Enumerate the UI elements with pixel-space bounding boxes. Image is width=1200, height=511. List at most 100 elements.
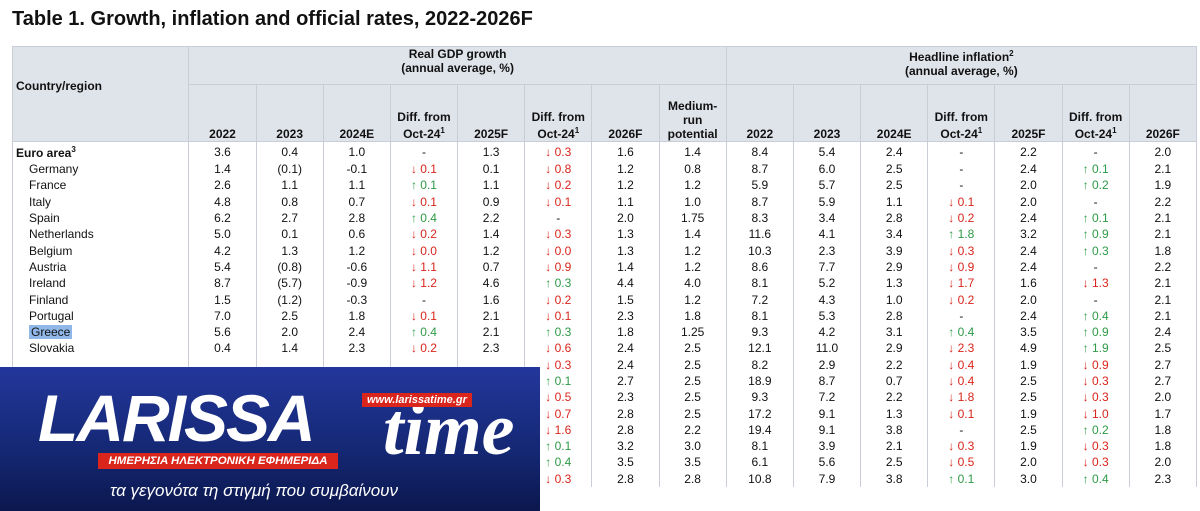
column-header: 2025F bbox=[457, 84, 526, 142]
value-text: 2.7 bbox=[1154, 374, 1172, 388]
value-text: 1.3 bbox=[617, 227, 634, 242]
value-text: ↓ 0.3 bbox=[1082, 439, 1109, 454]
value-text: 2.1 bbox=[1154, 308, 1172, 323]
value-text: 3.5 bbox=[684, 455, 701, 470]
value-cell: - bbox=[927, 161, 996, 178]
value-text: 1.8 bbox=[1154, 243, 1172, 258]
value-cell: 2.3 bbox=[591, 307, 660, 324]
value-cell: 2.8 bbox=[591, 405, 660, 422]
group-title: Real GDP growth bbox=[192, 48, 722, 62]
value-cell: 6.1 bbox=[725, 454, 794, 471]
value-cell: ↓ 0.3 bbox=[524, 141, 593, 161]
value-text: 4.8 bbox=[214, 194, 231, 209]
value-text: 1.2 bbox=[617, 178, 634, 193]
value-cell: 1.1 bbox=[860, 193, 929, 210]
value-cell: - bbox=[389, 141, 459, 161]
value-cell: 7.2 bbox=[725, 291, 794, 308]
value-cell: ↑ 0.1 bbox=[524, 372, 593, 390]
value-cell: 11.6 bbox=[725, 226, 794, 243]
value-cell: 1.6 bbox=[457, 291, 526, 308]
value-text: - bbox=[1093, 292, 1098, 307]
value-text: 1.2 bbox=[684, 292, 701, 307]
value-cell: 9.3 bbox=[725, 323, 794, 341]
value-cell: 2.8 bbox=[860, 209, 929, 227]
column-header: 2024E bbox=[860, 84, 929, 142]
value-text: 2.5 bbox=[684, 341, 701, 356]
logo-url: www.larissatime.gr bbox=[362, 393, 472, 407]
value-text: 1.7 bbox=[1154, 406, 1172, 421]
value-text: 3.2 bbox=[1020, 227, 1037, 242]
value-text: ↑ 0.3 bbox=[1082, 243, 1109, 258]
value-text: 2.5 bbox=[684, 357, 701, 372]
value-text: 0.1 bbox=[281, 227, 298, 242]
value-cell: 2.3 bbox=[322, 340, 391, 357]
table-row: Spain 6.2 2.7 2.8 ↑ 0.4 2.2 - 2.0 1.75 8.3 3.4 2.8 ↓… bbox=[11, 209, 1198, 227]
value-text: ↓ 0.0 bbox=[545, 243, 572, 258]
value-text: - bbox=[421, 144, 426, 159]
value-cell: 2.8 bbox=[322, 209, 391, 227]
value-text: 3.6 bbox=[214, 144, 231, 159]
column-header-text: 2025F bbox=[1011, 127, 1046, 141]
value-text: 17.2 bbox=[748, 406, 772, 421]
value-text: 2.1 bbox=[482, 308, 500, 323]
value-text: 1.9 bbox=[1154, 178, 1172, 193]
value-text: 2.8 bbox=[617, 422, 634, 437]
value-text: 2.4 bbox=[348, 325, 366, 340]
value-text: 2.4 bbox=[1020, 308, 1037, 323]
value-text: ↓ 0.2 bbox=[410, 341, 437, 356]
value-text: 1.4 bbox=[684, 227, 701, 242]
value-text: 3.4 bbox=[885, 227, 903, 242]
value-text: ↓ 1.3 bbox=[1082, 276, 1109, 291]
value-cell: 0.7 bbox=[457, 258, 526, 276]
value-cell: 1.8 bbox=[1128, 438, 1198, 455]
value-text: 1.4 bbox=[617, 259, 634, 274]
value-cell: 1.2 bbox=[457, 242, 526, 259]
value-text: 8.4 bbox=[751, 144, 769, 159]
value-cell: 8.3 bbox=[725, 209, 794, 227]
value-cell: 1.2 bbox=[591, 161, 660, 178]
value-text: 1.3 bbox=[281, 243, 298, 258]
value-cell: 1.3 bbox=[255, 242, 324, 259]
value-text: ↓ 0.2 bbox=[410, 227, 437, 242]
value-cell: 2.3 bbox=[1128, 470, 1198, 487]
value-cell: 2.5 bbox=[658, 405, 727, 422]
value-text: 2.1 bbox=[1154, 276, 1172, 291]
value-text: 0.4 bbox=[214, 341, 231, 356]
value-cell: ↓ 0.3 bbox=[1061, 454, 1130, 471]
value-text: 1.9 bbox=[1020, 357, 1037, 372]
value-cell: 1.1 bbox=[591, 193, 660, 210]
value-cell: 0.9 bbox=[457, 193, 526, 210]
value-cell: 1.4 bbox=[255, 340, 324, 357]
value-text: 0.6 bbox=[348, 227, 366, 242]
table-title: Table 1. Growth, inflation and official … bbox=[12, 8, 533, 30]
value-text: - bbox=[959, 178, 964, 193]
group-header: Real GDP growth (annual average, %) bbox=[188, 46, 727, 85]
value-cell: 4.2 bbox=[792, 323, 862, 341]
value-text: ↓ 0.1 bbox=[410, 308, 437, 323]
value-cell: - bbox=[927, 421, 996, 439]
value-cell: 1.2 bbox=[322, 242, 391, 259]
value-text: ↓ 0.2 bbox=[948, 211, 975, 226]
value-text: 2.4 bbox=[617, 357, 634, 372]
value-cell: 2.5 bbox=[994, 389, 1063, 406]
value-text: 2.3 bbox=[617, 390, 634, 405]
value-text: 2.9 bbox=[885, 259, 903, 274]
group-header: Headline inflation2 (annual average, %) bbox=[725, 46, 1198, 85]
value-text: 2.2 bbox=[482, 211, 500, 226]
value-text: 7.9 bbox=[818, 471, 836, 486]
value-cell: 3.0 bbox=[994, 470, 1063, 487]
group-footnote: 2 bbox=[1009, 49, 1014, 58]
country-cell: Greece bbox=[11, 323, 190, 341]
value-text: -0.9 bbox=[346, 276, 368, 291]
country-header: Country/region bbox=[11, 46, 190, 142]
value-cell: 5.7 bbox=[792, 177, 862, 194]
column-header-text: 2024E bbox=[876, 127, 912, 141]
value-text: ↓ 0.7 bbox=[545, 406, 572, 421]
table-row: Germany 1.4 (0.1) -0.1 ↓ 0.1 0.1 ↓ 0.8 1.2 0.8 8.… bbox=[11, 161, 1198, 178]
value-text: 2.2 bbox=[885, 390, 903, 405]
value-text: 3.8 bbox=[885, 471, 903, 486]
value-cell: 2.5 bbox=[658, 372, 727, 390]
country-cell: Slovakia bbox=[11, 340, 190, 357]
value-cell: ↓ 0.1 bbox=[927, 193, 996, 210]
value-cell: ↓ 1.7 bbox=[927, 275, 996, 292]
